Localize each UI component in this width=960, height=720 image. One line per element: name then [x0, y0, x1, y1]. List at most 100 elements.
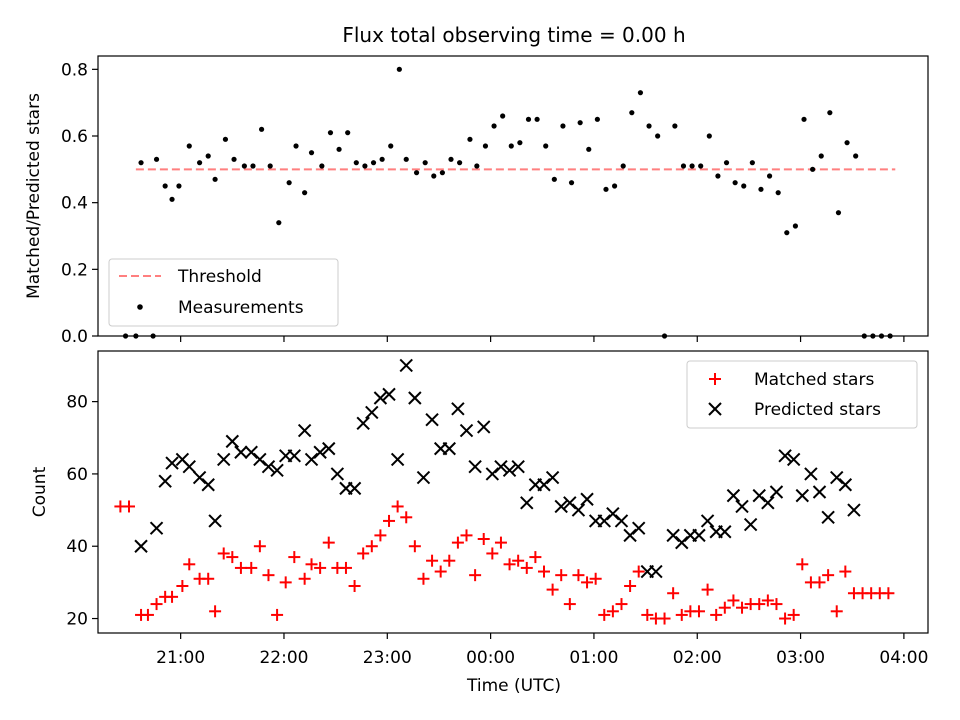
matched-star-point	[298, 572, 311, 585]
bottom-axes-frame	[97, 350, 929, 634]
matched-star-point	[667, 587, 680, 600]
matched-star-point	[400, 511, 413, 524]
bottom-xtick-label: 22:00	[259, 648, 308, 668]
predicted-star-point	[700, 514, 715, 528]
measurement-point	[534, 116, 540, 122]
measurement-point	[250, 163, 256, 169]
measurement-point	[353, 160, 359, 166]
measurement-point	[482, 143, 489, 149]
predicted-star-point	[416, 470, 431, 485]
measurement-point	[637, 90, 644, 96]
matched-star-point	[469, 569, 482, 582]
top-ytick-label: 0.6	[61, 127, 88, 147]
matched-star-point	[813, 576, 826, 589]
top-ytick-label: 0.0	[61, 327, 88, 347]
bottom-xtick-label: 00:00	[466, 648, 515, 668]
predicted-star-point	[580, 492, 594, 506]
measurement-point	[138, 160, 144, 166]
matched-star-point	[692, 605, 705, 618]
measurement-point	[241, 163, 247, 169]
measurement-point	[196, 160, 203, 166]
matched-star-point	[563, 598, 576, 611]
predicted-star-point	[201, 478, 215, 492]
predicted-star-point	[390, 452, 405, 467]
top-legend: Threshold Measurements	[108, 258, 339, 327]
matched-star-point	[822, 569, 835, 582]
measurement-point	[689, 163, 695, 169]
measurement-point	[467, 136, 473, 142]
predicted-star-point	[795, 488, 810, 503]
measurement-point	[508, 143, 514, 149]
matched-star-point	[451, 536, 464, 549]
predicted-star-point	[347, 481, 362, 496]
predicted-star-point	[313, 445, 327, 459]
measurement-point	[586, 146, 592, 152]
measurement-point	[629, 110, 635, 116]
matched-star-point	[217, 547, 230, 560]
predicted-star-point	[614, 514, 629, 528]
matched-star-point	[288, 551, 301, 564]
predicted-star-point	[261, 459, 276, 474]
measurement-point	[758, 186, 764, 192]
measurement-point	[431, 173, 437, 179]
measurement-point	[403, 156, 409, 162]
measurement-point	[293, 143, 299, 149]
measurement-point	[827, 110, 833, 116]
bottom-ytick-label: 40	[66, 537, 88, 557]
matched-star-point	[253, 540, 266, 553]
bottom-xtick-label: 21:00	[156, 648, 205, 668]
matched-star-point	[787, 608, 800, 621]
measurement-point	[212, 176, 218, 182]
measurement-point	[672, 123, 678, 129]
matched-legend-label: Matched stars	[754, 370, 874, 390]
measurement-point	[810, 166, 816, 172]
predicted-star-point	[408, 391, 422, 405]
bottom-xticks: 21:00 22:00 23:00 00:00 01:00 02:00 03:00 04:00	[156, 633, 928, 668]
predicted-star-point	[838, 478, 853, 492]
matched-star-point	[357, 547, 370, 560]
matched-star-point	[176, 580, 189, 592]
measurement-point	[732, 180, 738, 186]
predicted-star-point	[649, 564, 663, 579]
measurement-point	[176, 183, 182, 189]
measurement-point	[680, 163, 687, 169]
matched-star-point	[761, 594, 774, 607]
matched-star-point	[365, 540, 378, 553]
predicted-star-point	[322, 441, 336, 456]
measurement-point	[457, 160, 463, 166]
predicted-star-point	[149, 521, 164, 535]
measurements-legend-swatch	[137, 304, 143, 310]
predicted-star-point	[554, 499, 568, 514]
predicted-star-point	[511, 459, 525, 474]
measurement-point	[491, 123, 497, 129]
bottom-xtick-label: 01:00	[569, 648, 618, 668]
predicted-star-point	[382, 387, 396, 402]
measurement-point	[784, 230, 790, 236]
bottom-ylabel: Count	[30, 466, 50, 517]
predicted-star-point	[631, 521, 646, 535]
predicted-star-point	[356, 416, 370, 431]
matched-star-point	[166, 590, 179, 603]
predicted-star-point	[761, 496, 775, 510]
predicted-star-point	[847, 503, 861, 517]
predicted-star-point	[208, 514, 222, 528]
measurement-point	[603, 186, 609, 192]
matched-star-point	[529, 551, 542, 564]
matched-star-point	[537, 565, 550, 578]
matched-star-point	[374, 529, 387, 542]
measurement-point	[205, 153, 211, 159]
measurement-point	[560, 123, 566, 129]
predicted-star-point	[459, 423, 474, 438]
matched-star-point	[245, 561, 258, 574]
measurement-point	[474, 163, 480, 169]
matched-star-point	[305, 558, 318, 571]
measurement-point	[577, 120, 583, 126]
measurement-point	[543, 143, 549, 149]
predicted-star-point	[545, 470, 560, 485]
predicted-star-point	[726, 488, 741, 503]
matched-star-point	[209, 605, 222, 618]
measurement-point	[706, 133, 712, 139]
measurement-point	[844, 140, 850, 146]
measurement-point	[620, 163, 626, 169]
top-yticks: 0.0 0.2 0.4 0.6 0.8	[61, 60, 98, 347]
